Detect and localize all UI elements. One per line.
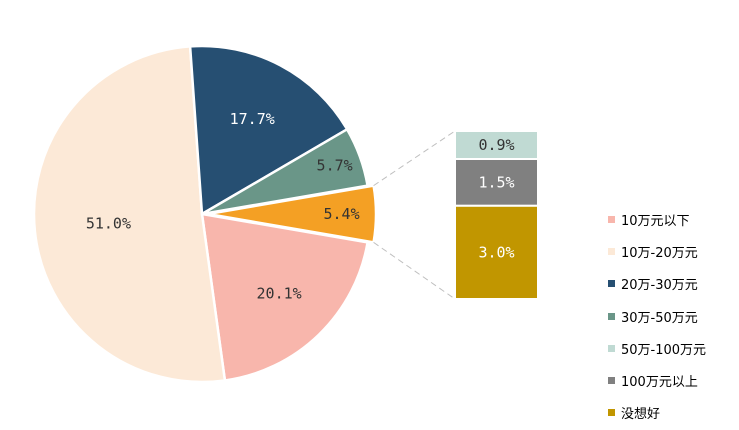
connector-line [373,241,456,300]
pie-slice [188,44,349,217]
breakdown-bar-segment [454,130,539,160]
breakdown-bar-label: 1.5% [478,173,514,191]
legend-swatch [608,344,615,352]
legend-item: 50万-100万元 [608,332,733,364]
legend-swatch [608,377,615,385]
pie-slice-label: 20.1% [257,285,302,303]
legend-item: 30万-50万元 [608,300,733,332]
pie-slice-other [207,184,378,244]
legend-label: 30万-50万元 [621,310,698,326]
legend-label: 10万元以下 [621,213,690,229]
breakdown-bar-label: 3.0% [478,243,514,261]
legend-label: 50万-100万元 [621,342,707,358]
pie-slice-label: 5.4% [323,205,359,223]
breakdown-bar-label: 0.9% [478,136,514,154]
legend-item: 10万-20万元 [608,235,733,267]
legend-item: 100万元以上 [608,364,733,396]
legend-label: 10万-20万元 [621,245,698,261]
pie-slice-label: 51.0% [86,215,131,233]
legend-label: 没想好 [621,407,661,423]
legend-swatch [608,247,615,255]
legend-item: 20万-30万元 [608,268,733,300]
pie-slice [200,212,370,382]
legend-swatch [608,312,615,320]
legend-label: 20万-30万元 [621,278,698,294]
legend-swatch [608,280,615,288]
legend-swatch [608,409,615,417]
legend-item: 10万元以下 [608,203,733,235]
breakdown-bar-segment [454,204,539,301]
chart-legend: 10万元以下 10万-20万元 20万-30万元 30万-50万元 50万-100万元 1… [608,203,733,429]
pie-slice [32,45,227,384]
connector-line [373,130,456,187]
legend-label: 100万元以上 [621,375,698,391]
legend-swatch [608,215,615,223]
pie-slice-label: 17.7% [230,110,275,128]
pie-slice-label: 5.7% [317,157,353,175]
legend-item: 没想好 [608,397,733,429]
